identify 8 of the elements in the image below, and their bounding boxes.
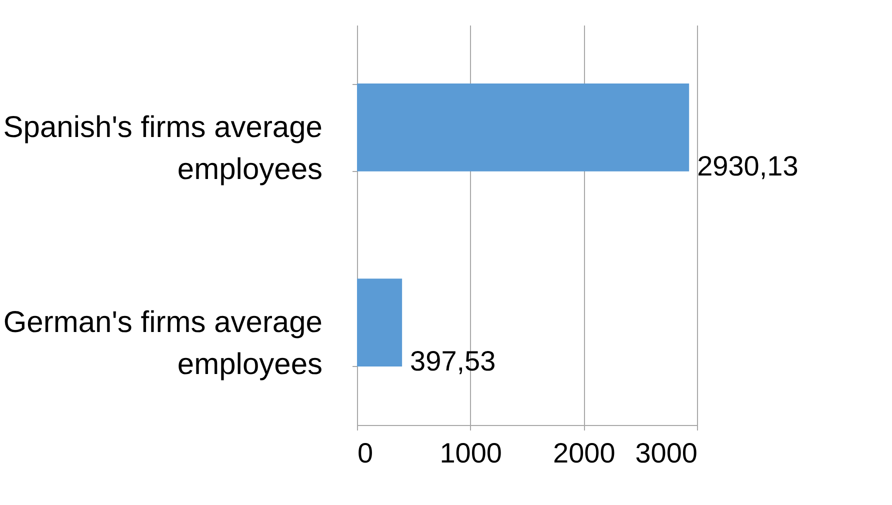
data-label: 2930,13 — [697, 150, 798, 182]
x-tick-label: 0 — [358, 438, 374, 468]
y-tick-label: Spanish's firms average employees — [3, 110, 322, 186]
y-tick-label: German's firms average employees — [3, 306, 322, 382]
x-tick-label: 1000 — [440, 438, 502, 468]
x-tick-label: 3000 — [635, 438, 698, 468]
data-label: 397,53 — [410, 346, 496, 377]
x-tick-label: 2000 — [553, 438, 616, 468]
